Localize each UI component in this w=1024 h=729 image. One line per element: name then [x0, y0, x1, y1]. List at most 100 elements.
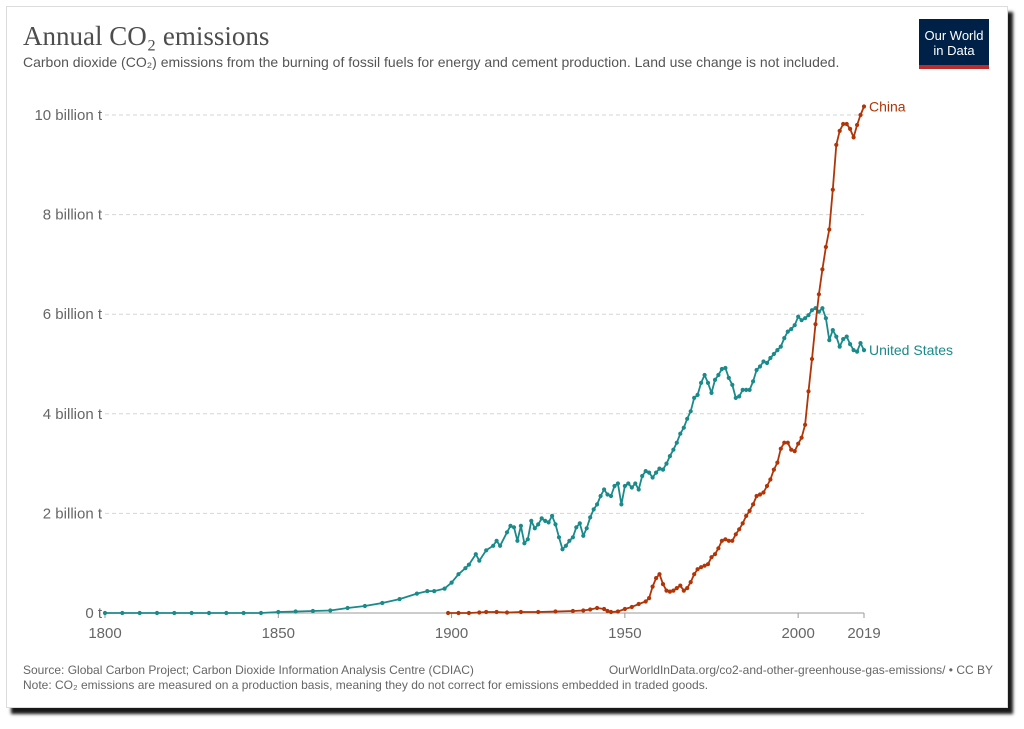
data-point[interactable]	[172, 610, 177, 616]
data-point[interactable]	[855, 349, 860, 354]
data-point[interactable]	[310, 608, 315, 614]
data-point[interactable]	[699, 380, 704, 385]
data-point[interactable]	[425, 589, 430, 594]
data-point[interactable]	[664, 461, 669, 466]
data-point[interactable]	[674, 440, 679, 445]
data-point[interactable]	[681, 425, 686, 430]
data-point[interactable]	[764, 360, 770, 366]
data-point[interactable]	[629, 604, 634, 610]
data-point[interactable]	[719, 366, 725, 372]
data-point[interactable]	[768, 355, 773, 361]
data-point[interactable]	[709, 555, 714, 560]
data-point[interactable]	[466, 610, 471, 616]
data-point[interactable]	[747, 387, 752, 392]
data-point[interactable]	[754, 367, 759, 373]
data-point[interactable]	[667, 454, 673, 459]
data-point[interactable]	[570, 535, 576, 540]
data-point[interactable]	[761, 490, 766, 495]
data-point[interactable]	[293, 609, 298, 614]
data-point[interactable]	[740, 387, 745, 392]
data-point[interactable]	[730, 538, 735, 543]
data-point[interactable]	[754, 493, 759, 499]
data-point[interactable]	[657, 466, 662, 471]
data-point[interactable]	[432, 589, 437, 594]
data-point[interactable]	[837, 128, 842, 133]
data-point[interactable]	[799, 318, 804, 323]
data-point[interactable]	[574, 525, 579, 530]
data-point[interactable]	[508, 523, 513, 529]
data-point[interactable]	[466, 562, 471, 567]
data-point[interactable]	[484, 548, 489, 553]
data-point[interactable]	[598, 493, 603, 499]
series-line-united-states[interactable]	[105, 307, 865, 614]
data-point[interactable]	[782, 440, 787, 445]
data-point[interactable]	[716, 372, 721, 378]
data-point[interactable]	[792, 323, 797, 328]
data-point[interactable]	[695, 392, 700, 397]
data-point[interactable]	[602, 487, 607, 492]
data-point[interactable]	[660, 582, 666, 587]
data-point[interactable]	[588, 607, 593, 612]
data-point[interactable]	[539, 516, 544, 521]
data-point[interactable]	[636, 601, 641, 607]
data-point[interactable]	[622, 606, 628, 612]
data-point[interactable]	[154, 610, 160, 616]
data-point[interactable]	[567, 538, 572, 543]
data-point[interactable]	[622, 483, 628, 489]
data-point[interactable]	[626, 481, 631, 486]
data-point[interactable]	[560, 547, 565, 552]
data-point[interactable]	[844, 121, 849, 127]
data-point[interactable]	[813, 322, 818, 327]
data-point[interactable]	[504, 530, 510, 535]
data-point[interactable]	[848, 342, 853, 347]
data-point[interactable]	[851, 135, 856, 140]
data-point[interactable]	[543, 518, 548, 523]
data-point[interactable]	[705, 380, 711, 385]
data-point[interactable]	[723, 365, 728, 371]
data-point[interactable]	[553, 609, 558, 614]
data-point[interactable]	[276, 609, 281, 615]
data-point[interactable]	[484, 609, 489, 615]
data-point[interactable]	[688, 580, 693, 585]
data-point[interactable]	[841, 121, 846, 127]
data-point[interactable]	[463, 566, 468, 571]
data-point[interactable]	[550, 513, 555, 518]
data-point[interactable]	[643, 599, 648, 604]
data-point[interactable]	[809, 356, 815, 362]
data-point[interactable]	[456, 610, 461, 616]
data-point[interactable]	[556, 535, 562, 540]
data-point[interactable]	[861, 104, 867, 109]
data-point[interactable]	[782, 336, 787, 341]
data-point[interactable]	[796, 314, 801, 319]
data-point[interactable]	[633, 481, 638, 486]
data-point[interactable]	[685, 586, 690, 591]
data-point[interactable]	[529, 518, 534, 523]
data-point[interactable]	[695, 567, 700, 572]
data-point[interactable]	[608, 493, 614, 499]
data-point[interactable]	[744, 513, 749, 518]
data-point[interactable]	[712, 377, 718, 382]
data-point[interactable]	[737, 527, 742, 532]
data-point[interactable]	[692, 572, 697, 577]
data-point[interactable]	[858, 112, 863, 118]
data-point[interactable]	[730, 382, 735, 387]
data-point[interactable]	[841, 337, 846, 342]
series-china[interactable]	[446, 104, 867, 616]
data-point[interactable]	[761, 359, 766, 364]
data-point[interactable]	[494, 609, 499, 615]
data-point[interactable]	[515, 538, 520, 543]
data-point[interactable]	[771, 351, 777, 357]
data-point[interactable]	[820, 306, 825, 311]
data-point[interactable]	[858, 341, 863, 346]
data-point[interactable]	[699, 565, 704, 570]
data-point[interactable]	[643, 469, 648, 474]
data-point[interactable]	[816, 292, 822, 297]
data-point[interactable]	[664, 588, 669, 593]
data-point[interactable]	[241, 610, 246, 616]
data-point[interactable]	[678, 431, 683, 436]
data-point[interactable]	[830, 328, 835, 333]
data-point[interactable]	[498, 543, 503, 548]
data-point[interactable]	[536, 522, 541, 527]
data-point[interactable]	[681, 588, 686, 593]
data-point[interactable]	[553, 522, 558, 527]
